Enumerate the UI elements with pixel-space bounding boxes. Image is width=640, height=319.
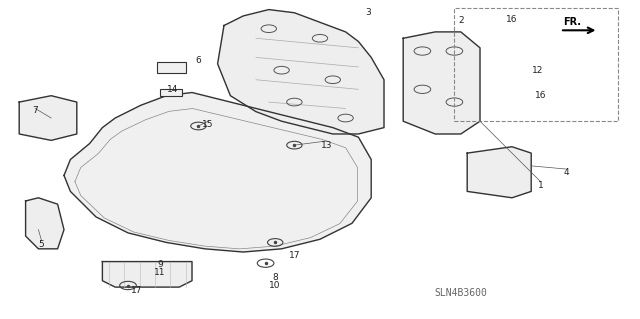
Text: 17: 17 bbox=[289, 251, 300, 260]
Text: 3: 3 bbox=[365, 8, 371, 17]
Bar bbox=[454, 8, 618, 121]
Polygon shape bbox=[102, 262, 192, 287]
Text: 6: 6 bbox=[196, 56, 201, 65]
Text: 14: 14 bbox=[167, 85, 179, 94]
Polygon shape bbox=[19, 96, 77, 140]
Text: 16: 16 bbox=[535, 91, 547, 100]
Polygon shape bbox=[64, 93, 371, 252]
Text: FR.: FR. bbox=[563, 17, 581, 27]
Text: SLN4B3600: SLN4B3600 bbox=[435, 288, 487, 299]
Text: 4: 4 bbox=[564, 168, 569, 177]
Polygon shape bbox=[26, 198, 64, 249]
Polygon shape bbox=[467, 147, 531, 198]
Text: 7: 7 bbox=[33, 106, 38, 115]
Text: 11: 11 bbox=[154, 268, 166, 277]
Text: 12: 12 bbox=[532, 66, 543, 75]
Polygon shape bbox=[218, 10, 384, 134]
Text: 15: 15 bbox=[202, 120, 214, 129]
Text: 10: 10 bbox=[269, 281, 281, 290]
Bar bbox=[157, 62, 186, 73]
Text: 8: 8 bbox=[273, 273, 278, 282]
Text: 13: 13 bbox=[321, 141, 332, 150]
Bar bbox=[160, 89, 182, 96]
Text: 5: 5 bbox=[39, 240, 44, 249]
Text: 2: 2 bbox=[458, 16, 463, 25]
Text: 9: 9 bbox=[157, 260, 163, 269]
Text: 1: 1 bbox=[538, 181, 543, 189]
Text: 16: 16 bbox=[506, 15, 518, 24]
Polygon shape bbox=[403, 32, 480, 134]
Text: 17: 17 bbox=[131, 286, 142, 295]
